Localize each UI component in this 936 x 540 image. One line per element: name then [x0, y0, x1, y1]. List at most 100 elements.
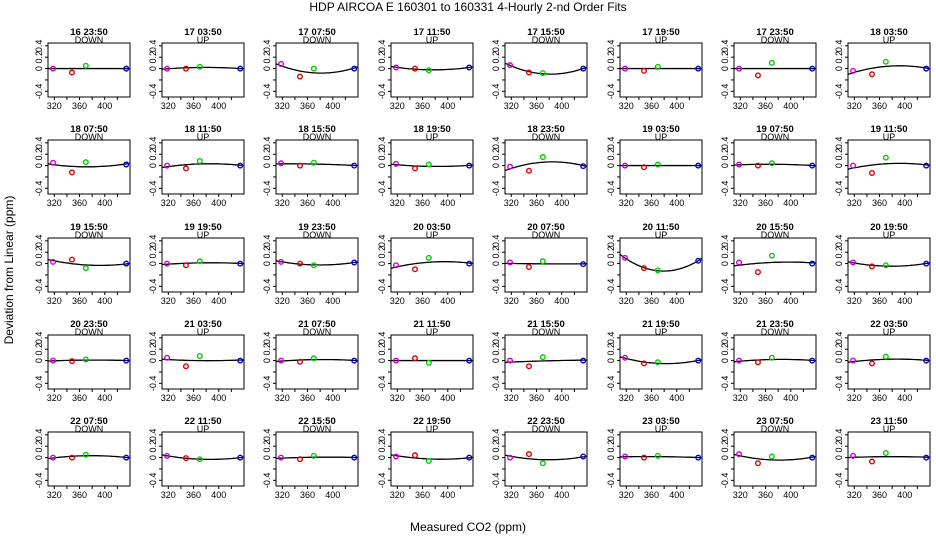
standard-point-1 [507, 357, 514, 364]
standard-point-3 [539, 460, 546, 467]
panel-frame [390, 334, 474, 390]
standard-point-2 [868, 458, 875, 465]
y-tick-label: 0.4 [148, 235, 158, 248]
standard-point-2 [868, 263, 875, 270]
panel-direction-label: DOWN [761, 424, 790, 434]
y-tick-label: -0.4 [148, 181, 158, 197]
fit-curve [504, 62, 588, 75]
x-tick-label: 320 [47, 101, 62, 111]
y-tick-label: 0 [720, 358, 730, 363]
y-tick-label: -0.4 [834, 84, 844, 100]
standard-point-4 [695, 257, 702, 264]
standard-point-1 [850, 259, 857, 266]
fit-curve [161, 163, 245, 169]
panel-direction-label: DOWN [532, 132, 561, 142]
y-tick-label: -0.4 [34, 376, 44, 392]
y-tick-label: 0.4 [262, 429, 272, 442]
standard-point-2 [868, 360, 875, 367]
panel-direction-label: UP [655, 35, 668, 45]
panel-direction-label: UP [655, 230, 668, 240]
y-tick-label: 0.2 [34, 343, 44, 356]
y-tick-label: 0 [606, 261, 616, 266]
x-tick-label: 360 [529, 101, 544, 111]
standard-point-4 [809, 357, 816, 364]
standard-point-2 [525, 263, 532, 270]
y-tick-label: 0.4 [262, 332, 272, 345]
x-tick-label: 360 [644, 490, 659, 500]
y-tick-label: 0.2 [606, 148, 616, 161]
x-tick-label: 320 [847, 296, 862, 306]
y-tick-label: -0.4 [834, 279, 844, 295]
x-tick-label: 400 [97, 101, 112, 111]
y-tick-label: 0.4 [720, 332, 730, 345]
y-tick-label: 0 [34, 358, 44, 363]
x-tick-label: 320 [733, 393, 748, 403]
x-tick-label: 400 [783, 296, 798, 306]
y-tick-label: 0.4 [262, 235, 272, 248]
panel-direction-label: DOWN [532, 327, 561, 337]
panel-frame [390, 431, 474, 487]
y-tick-label: -0.4 [491, 279, 501, 295]
fit-curve [504, 161, 588, 172]
x-tick-label: 400 [897, 296, 912, 306]
standard-point-4 [809, 162, 816, 169]
standard-point-2 [296, 358, 303, 365]
x-tick-label: 360 [758, 490, 773, 500]
x-tick-label: 320 [47, 296, 62, 306]
panel-title: 23 11:50 [871, 416, 908, 427]
x-tick-label: 360 [186, 296, 201, 306]
standard-point-4 [923, 65, 930, 72]
panel-title: 16 23:50 [70, 27, 108, 38]
y-tick-label: 0.4 [720, 40, 730, 53]
x-tick-label: 360 [872, 198, 887, 208]
standard-point-2 [525, 167, 532, 174]
standard-point-4 [123, 260, 130, 267]
panel-frame [161, 139, 245, 195]
standard-point-4 [237, 65, 244, 72]
x-tick-label: 320 [161, 490, 176, 500]
standard-point-1 [736, 161, 743, 168]
standard-point-4 [923, 260, 930, 267]
x-tick-label: 360 [300, 101, 315, 111]
y-tick-label: 0.4 [148, 429, 158, 442]
standard-point-3 [882, 450, 889, 457]
x-tick-label: 360 [415, 490, 430, 500]
x-tick-label: 360 [415, 296, 430, 306]
x-tick-label: 400 [669, 296, 684, 306]
panel-direction-label: UP [197, 230, 210, 240]
standard-point-2 [754, 269, 761, 276]
y-tick-label: -0.4 [148, 376, 158, 392]
standard-point-3 [768, 453, 775, 460]
y-tick-label: 0 [834, 261, 844, 266]
fit-curve [390, 65, 474, 71]
standard-point-2 [411, 165, 418, 172]
y-tick-label: -0.4 [834, 473, 844, 489]
x-tick-label: 360 [758, 101, 773, 111]
y-tick-label: 0.2 [377, 343, 387, 356]
y-tick-label: 0.2 [491, 51, 501, 64]
panel-direction-label: DOWN [303, 132, 332, 142]
panel-frame [275, 139, 359, 195]
panel-title: 19 03:50 [642, 124, 680, 135]
standard-point-2 [182, 65, 189, 72]
standard-point-1 [850, 162, 857, 169]
panel-title: 22 19:50 [413, 416, 451, 427]
fit-curve [390, 454, 474, 460]
panel-frame [504, 237, 588, 293]
panel-direction-label: DOWN [75, 327, 104, 337]
x-tick-label: 320 [390, 101, 405, 111]
panel-direction-label: DOWN [75, 230, 104, 240]
y-tick-label: 0.4 [148, 332, 158, 345]
y-tick-label: 0.4 [606, 235, 616, 248]
y-tick-label: 0.2 [262, 343, 272, 356]
y-tick-label: 0 [34, 261, 44, 266]
y-tick-label: 0 [148, 358, 158, 363]
y-tick-label: 0.2 [148, 343, 158, 356]
y-tick-label: -0.4 [262, 181, 272, 197]
y-tick-label: 0 [262, 358, 272, 363]
fit-curve [848, 456, 931, 459]
